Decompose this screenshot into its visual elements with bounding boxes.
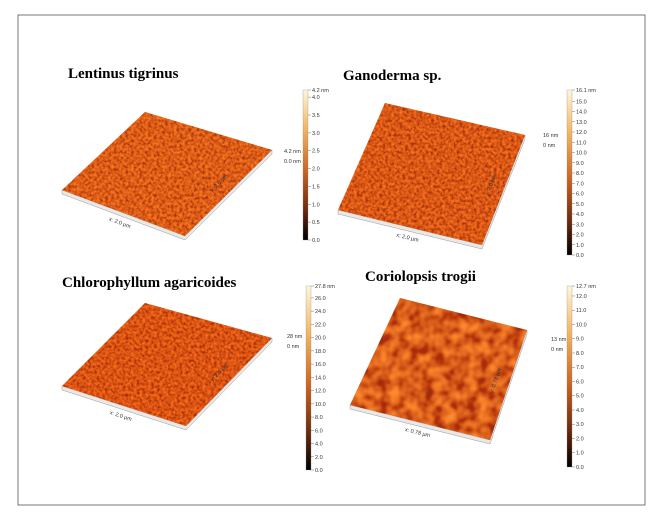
height-max: 28 nm (287, 334, 303, 340)
colorbar-label: 27.8 nm (315, 284, 335, 290)
colorbar-label: 3.5 (312, 113, 320, 119)
x-axis-label: x: 0.78 µm (404, 427, 431, 439)
height-min: 0 nm (543, 143, 556, 149)
colorbar-label: 3.0 (312, 131, 320, 137)
height-max: 16 nm (543, 133, 559, 139)
colorbar-label: 3.0 (576, 422, 584, 428)
panel-title: Lentinus tigrinus (68, 66, 179, 82)
colorbar-label: 9.0 (576, 161, 584, 167)
colorbar-label: 24.0 (315, 309, 326, 315)
colorbar-label: 15.0 (576, 99, 587, 105)
colorbar-label: 11.0 (576, 308, 586, 314)
colorbar-label: 20.0 (315, 336, 326, 342)
colorbar-label: 2.0 (576, 436, 584, 442)
colorbar-label: 1.5 (312, 184, 320, 190)
colorbar-label: 0.0 (576, 253, 584, 259)
panel-title: Coriolopsis trogii (365, 269, 476, 285)
colorbar-label: 13.0 (576, 120, 587, 126)
colorbar-label: 14.0 (576, 110, 587, 116)
colorbar-label: 0.0 (312, 238, 320, 244)
figure: Lentinus tigrinus4.2 nm0.0 nmx: 2.0 µmy:… (0, 0, 662, 519)
colorbar-label: 8.0 (576, 171, 584, 177)
colorbar-label: 0.0 (576, 465, 584, 471)
colorbar-label: 1.0 (576, 243, 584, 249)
colorbar-label: 2.0 (315, 455, 323, 461)
colorbar-label: 12.7 nm (576, 284, 596, 290)
colorbar-label: 6.0 (576, 379, 584, 385)
colorbar-label: 7.0 (576, 365, 584, 371)
height-min: 0 nm (287, 344, 300, 350)
colorbar-label: 10.0 (576, 151, 587, 157)
colorbar-label: 5.0 (576, 394, 584, 400)
colorbar-label: 22.0 (315, 322, 326, 328)
colorbar-label: 3.0 (576, 222, 584, 228)
colorbar (567, 90, 572, 255)
colorbar-label: 2.0 (312, 167, 320, 173)
colorbar-label: 7.0 (576, 181, 584, 187)
colorbar-label: 10.0 (315, 402, 326, 408)
x-axis-label: x: 2.0 µm (109, 410, 133, 423)
colorbar-label: 5.0 (576, 202, 584, 208)
height-min: 0.0 nm (284, 159, 301, 165)
colorbar-label: 8.0 (315, 415, 323, 421)
colorbar-label: 0.5 (312, 220, 320, 226)
panel-title: Ganoderma sp. (343, 68, 442, 84)
height-min: 0 nm (551, 347, 564, 353)
colorbar-label: 6.0 (315, 428, 323, 434)
colorbar-label: 0.0 (315, 468, 323, 474)
colorbar-label: 4.0 (315, 442, 323, 448)
colorbar-label: 12.0 (576, 294, 587, 300)
x-axis-label: x: 2.0 µm (396, 233, 420, 244)
colorbar-label: 1.0 (312, 202, 320, 208)
height-max: 13 nm (551, 337, 567, 343)
colorbar-label: 4.0 (312, 95, 320, 101)
colorbar-label: 12.0 (315, 389, 326, 395)
colorbar-label: 2.0 (576, 233, 584, 239)
colorbar (567, 286, 572, 467)
colorbar-label: 12.0 (576, 130, 587, 136)
colorbar-label: 9.0 (576, 337, 584, 343)
colorbar-label: 10.0 (576, 322, 587, 328)
afm-surface (338, 103, 525, 245)
colorbar-label: 1.0 (576, 451, 584, 457)
colorbar-label: 8.0 (576, 351, 584, 357)
afm-surface (62, 112, 272, 236)
colorbar (306, 286, 311, 470)
frame (18, 15, 645, 505)
colorbar-label: 16.1 nm (576, 88, 596, 94)
colorbar-label: 11.0 (576, 140, 586, 146)
colorbar-label: 4.2 nm (312, 88, 329, 94)
panel-title: Chlorophyllum agaricoides (62, 275, 236, 291)
height-max: 4.2 nm (284, 149, 301, 155)
colorbar-label: 18.0 (315, 349, 326, 355)
colorbar-label: 4.0 (576, 408, 584, 414)
colorbar-label: 6.0 (576, 192, 584, 198)
colorbar-label: 4.0 (576, 212, 584, 218)
colorbar-label: 16.0 (315, 362, 326, 368)
afm-surface (62, 303, 272, 426)
colorbar (303, 90, 308, 240)
colorbar-label: 26.0 (315, 296, 326, 302)
colorbar-label: 2.5 (312, 149, 320, 155)
colorbar-label: 14.0 (315, 375, 326, 381)
